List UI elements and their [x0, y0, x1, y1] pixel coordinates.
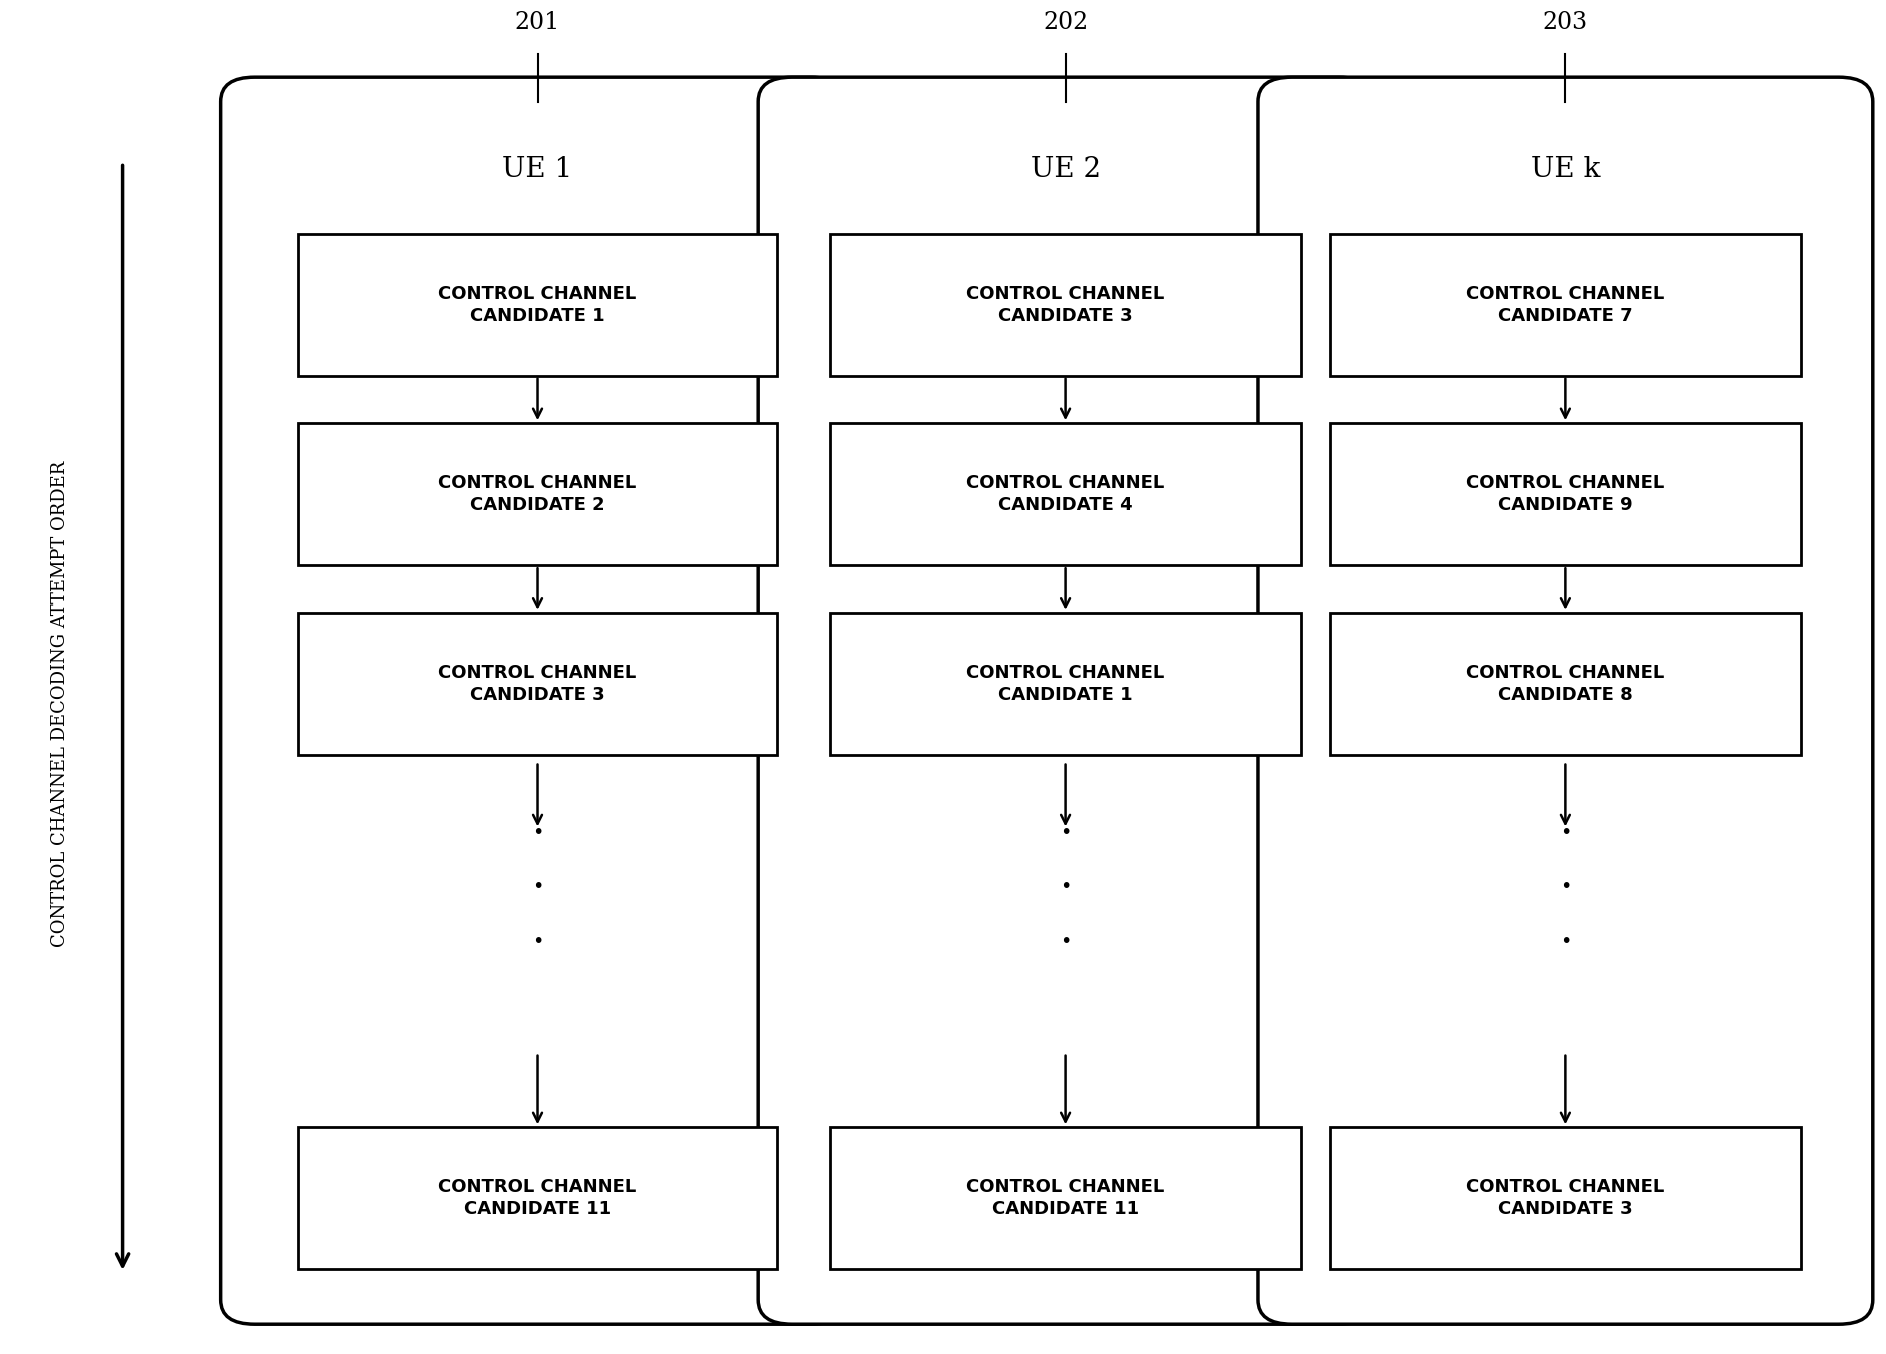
Text: •: •: [532, 877, 543, 896]
FancyBboxPatch shape: [298, 1127, 777, 1270]
Text: •: •: [532, 823, 543, 842]
FancyBboxPatch shape: [1330, 233, 1801, 375]
Text: CONTROL CHANNEL
CANDIDATE 3: CONTROL CHANNEL CANDIDATE 3: [1465, 1178, 1665, 1219]
Text: UE 1: UE 1: [502, 156, 573, 183]
FancyBboxPatch shape: [298, 233, 777, 375]
Text: •: •: [1060, 823, 1071, 842]
FancyBboxPatch shape: [1330, 612, 1801, 756]
Text: CONTROL CHANNEL
CANDIDATE 3: CONTROL CHANNEL CANDIDATE 3: [966, 284, 1166, 325]
FancyBboxPatch shape: [830, 422, 1301, 566]
Text: CONTROL CHANNEL
CANDIDATE 2: CONTROL CHANNEL CANDIDATE 2: [438, 474, 637, 515]
Text: CONTROL CHANNEL
CANDIDATE 11: CONTROL CHANNEL CANDIDATE 11: [966, 1178, 1166, 1219]
Text: CONTROL CHANNEL
CANDIDATE 4: CONTROL CHANNEL CANDIDATE 4: [966, 474, 1166, 515]
FancyBboxPatch shape: [1330, 422, 1801, 566]
Text: •: •: [1560, 823, 1571, 842]
FancyBboxPatch shape: [298, 422, 777, 566]
Text: CONTROL CHANNEL
CANDIDATE 8: CONTROL CHANNEL CANDIDATE 8: [1465, 663, 1665, 704]
FancyBboxPatch shape: [1258, 77, 1873, 1324]
FancyBboxPatch shape: [830, 233, 1301, 375]
Text: 203: 203: [1543, 11, 1588, 34]
Text: CONTROL CHANNEL DECODING ATTEMPT ORDER: CONTROL CHANNEL DECODING ATTEMPT ORDER: [51, 460, 70, 948]
Text: CONTROL CHANNEL
CANDIDATE 3: CONTROL CHANNEL CANDIDATE 3: [438, 663, 637, 704]
Text: •: •: [1060, 877, 1071, 896]
FancyBboxPatch shape: [830, 612, 1301, 756]
Text: 202: 202: [1043, 11, 1088, 34]
FancyBboxPatch shape: [221, 77, 845, 1324]
Text: UE 2: UE 2: [1030, 156, 1101, 183]
Text: 201: 201: [515, 11, 560, 34]
Text: CONTROL CHANNEL
CANDIDATE 1: CONTROL CHANNEL CANDIDATE 1: [966, 663, 1166, 704]
Text: CONTROL CHANNEL
CANDIDATE 7: CONTROL CHANNEL CANDIDATE 7: [1465, 284, 1665, 325]
FancyBboxPatch shape: [830, 1127, 1301, 1270]
Text: •: •: [1560, 877, 1571, 896]
Text: •: •: [532, 932, 543, 951]
FancyBboxPatch shape: [1330, 1127, 1801, 1270]
FancyBboxPatch shape: [758, 77, 1373, 1324]
FancyBboxPatch shape: [298, 612, 777, 756]
Text: •: •: [1560, 932, 1571, 951]
Text: CONTROL CHANNEL
CANDIDATE 1: CONTROL CHANNEL CANDIDATE 1: [438, 284, 637, 325]
Text: UE k: UE k: [1531, 156, 1599, 183]
Text: CONTROL CHANNEL
CANDIDATE 9: CONTROL CHANNEL CANDIDATE 9: [1465, 474, 1665, 515]
Text: •: •: [1060, 932, 1071, 951]
Text: CONTROL CHANNEL
CANDIDATE 11: CONTROL CHANNEL CANDIDATE 11: [438, 1178, 637, 1219]
